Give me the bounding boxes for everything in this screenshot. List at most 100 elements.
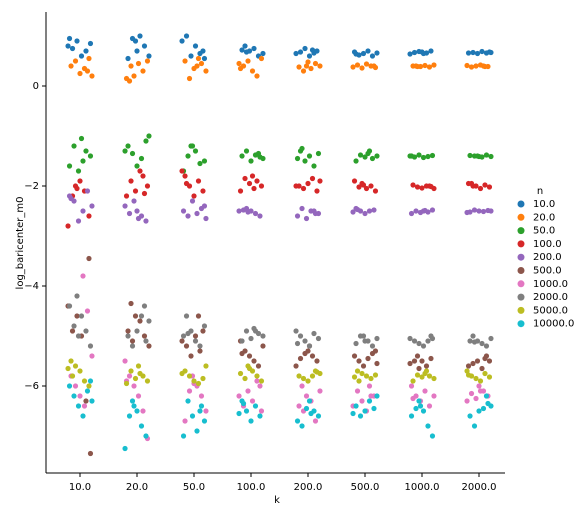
point — [191, 378, 197, 384]
point — [312, 60, 319, 67]
point — [138, 423, 145, 429]
point — [305, 378, 311, 384]
point — [125, 55, 131, 62]
point — [83, 148, 89, 154]
point — [297, 49, 304, 55]
point — [201, 55, 208, 62]
point — [354, 388, 361, 394]
point — [351, 178, 358, 184]
point — [488, 335, 494, 342]
point — [312, 418, 319, 424]
point — [306, 53, 313, 59]
point — [464, 368, 470, 374]
point — [422, 62, 428, 69]
point — [350, 410, 356, 417]
point — [428, 355, 434, 362]
point — [192, 148, 199, 154]
point — [122, 148, 128, 154]
point — [300, 185, 307, 192]
point — [189, 143, 196, 149]
point — [252, 403, 259, 409]
point — [200, 328, 206, 334]
point — [359, 65, 365, 71]
point — [486, 374, 493, 380]
point — [357, 152, 364, 158]
point — [198, 403, 205, 409]
point — [296, 64, 302, 70]
legend-marker — [517, 306, 525, 314]
point — [89, 353, 95, 359]
point — [422, 207, 428, 214]
point — [303, 393, 310, 399]
point — [198, 60, 205, 67]
point — [197, 348, 203, 354]
point — [66, 35, 73, 42]
point — [473, 63, 479, 69]
point — [245, 58, 251, 64]
point — [260, 50, 266, 57]
point — [141, 303, 148, 309]
point — [81, 65, 88, 72]
point — [372, 372, 379, 378]
point — [479, 340, 485, 347]
point — [408, 413, 415, 419]
point — [254, 373, 260, 379]
point — [86, 255, 92, 262]
point — [431, 62, 437, 68]
point — [407, 360, 413, 367]
point — [87, 40, 94, 47]
point — [75, 218, 82, 224]
point — [243, 328, 250, 334]
point — [360, 50, 367, 57]
point — [410, 63, 416, 69]
point — [363, 373, 370, 379]
point — [135, 215, 142, 222]
point — [473, 395, 479, 402]
point — [189, 198, 196, 204]
point — [123, 193, 130, 199]
point — [374, 50, 380, 56]
point — [257, 213, 263, 219]
point — [68, 195, 74, 202]
point — [351, 374, 358, 380]
point — [141, 190, 148, 197]
point — [129, 35, 136, 42]
point — [308, 65, 314, 72]
legend-label: 50.0 — [533, 226, 555, 237]
point — [465, 372, 472, 378]
point — [414, 353, 421, 359]
point — [294, 340, 301, 347]
point — [369, 155, 376, 162]
legend-label: 10.0 — [533, 199, 555, 210]
point — [309, 373, 316, 379]
point — [363, 61, 370, 67]
point — [146, 53, 152, 59]
point — [350, 209, 356, 215]
point — [308, 410, 314, 417]
legend-label: 10000.0 — [533, 319, 574, 330]
point — [86, 383, 92, 389]
point — [353, 51, 359, 57]
point — [84, 188, 91, 194]
point — [182, 173, 188, 179]
x-tick-label: 1000.0 — [405, 482, 440, 493]
point — [426, 373, 433, 379]
point — [236, 393, 242, 399]
point — [84, 388, 91, 394]
point — [293, 50, 299, 57]
point — [245, 209, 251, 215]
point — [84, 308, 91, 314]
point — [89, 203, 95, 209]
point — [366, 148, 373, 154]
point — [122, 358, 128, 364]
point — [80, 158, 86, 164]
point — [314, 358, 320, 364]
point — [80, 208, 86, 214]
point — [201, 158, 208, 164]
point — [180, 433, 187, 439]
legend-label: 100.0 — [533, 239, 562, 250]
point — [132, 375, 139, 382]
point — [134, 328, 140, 334]
point — [179, 338, 185, 344]
point — [89, 73, 95, 79]
